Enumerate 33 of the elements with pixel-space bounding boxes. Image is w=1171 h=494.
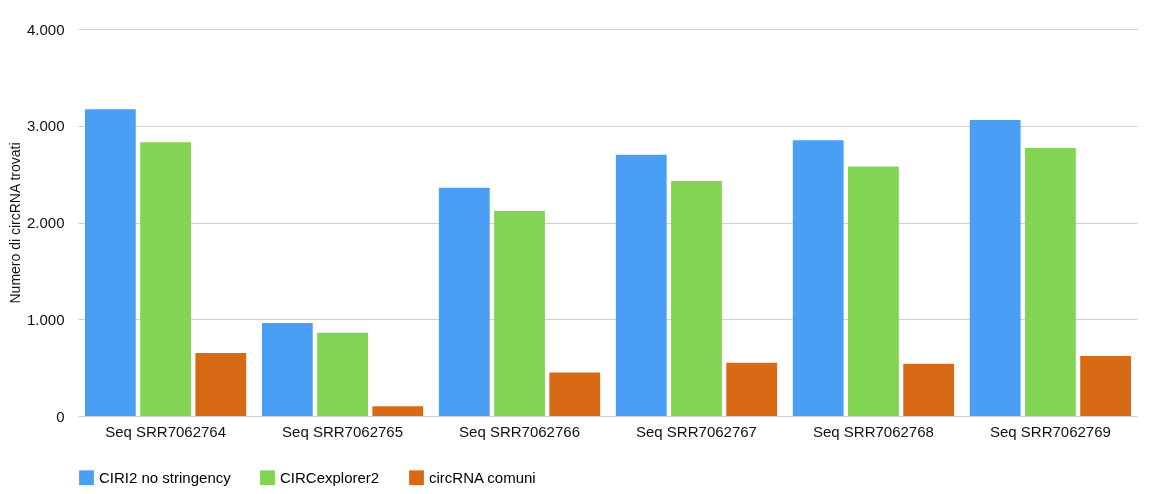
bar xyxy=(903,363,955,416)
bar xyxy=(438,187,490,416)
bar xyxy=(195,353,247,416)
bar xyxy=(615,154,667,416)
bar xyxy=(969,119,1021,416)
y-tick-label: 4.000 xyxy=(26,20,65,38)
x-tick-label: Seq SRR7062764 xyxy=(105,422,227,440)
bar xyxy=(671,180,722,416)
x-tick-label: Seq SRR7062768 xyxy=(812,422,934,440)
y-tick-label: 2.000 xyxy=(26,214,65,231)
y-tick-label: 1.000 xyxy=(26,310,65,328)
bar xyxy=(848,166,899,416)
bar xyxy=(261,323,313,416)
y-axis-title: Numero di circRNA trovati xyxy=(6,142,23,304)
bar xyxy=(494,210,545,416)
legend-label: CIRCexplorer2 xyxy=(280,468,380,486)
x-tick-label: Seq SRR7062766 xyxy=(459,422,580,440)
bar xyxy=(792,140,844,416)
legend-label: CIRI2 no stringency xyxy=(99,468,232,486)
x-tick-label: Seq SRR7062769 xyxy=(989,422,1111,440)
bar xyxy=(549,372,601,416)
bar xyxy=(140,142,191,416)
y-tick-label: 3.000 xyxy=(26,117,65,135)
bar xyxy=(84,109,136,416)
bar xyxy=(372,406,424,416)
bar xyxy=(1025,148,1076,416)
x-tick-label: Seq SRR7062765 xyxy=(282,422,404,440)
bar xyxy=(726,362,778,416)
legend-label: circRNA comuni xyxy=(429,468,536,486)
bar xyxy=(1080,356,1132,416)
bar xyxy=(317,332,368,416)
x-tick-label: Seq SRR7062767 xyxy=(636,422,757,440)
y-tick-label: 0 xyxy=(56,407,65,425)
